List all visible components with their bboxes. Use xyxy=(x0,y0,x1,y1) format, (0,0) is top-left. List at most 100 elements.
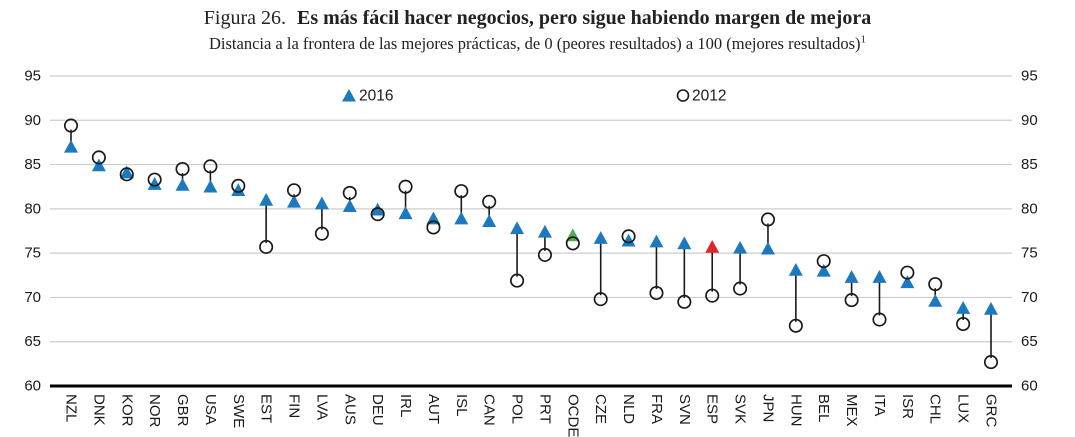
marker-2012-circle xyxy=(593,292,608,307)
marker-2016-triangle xyxy=(398,206,413,220)
marker-2016-triangle xyxy=(175,177,190,191)
figure-number: Figura 26. xyxy=(203,7,286,29)
marker-2012-circle xyxy=(649,285,664,301)
marker-2016-triangle xyxy=(64,139,78,153)
x-tick-label: DEU xyxy=(369,394,386,426)
marker-2012-circle xyxy=(677,294,692,309)
y-tick-label-left: 80 xyxy=(24,200,41,217)
marker-2016-triangle xyxy=(621,233,636,247)
figure-subtitle: Distancia a la frontera de las mejores p… xyxy=(0,34,1075,54)
x-tick-label: AUS xyxy=(341,394,358,425)
x-tick-label: LVA xyxy=(313,394,330,420)
x-tick-label: HUN xyxy=(787,394,804,427)
x-tick-label: ISL xyxy=(453,394,470,417)
figure-subtitle-text: Distancia a la frontera de las mejores p… xyxy=(209,34,861,53)
marker-2012-circle xyxy=(203,159,218,174)
marker-2016-triangle xyxy=(287,194,302,208)
x-tick-label: BEL xyxy=(815,394,832,422)
marker-2016-triangle xyxy=(231,183,246,197)
marker-2012-circle xyxy=(259,239,274,254)
marker-2016-triangle xyxy=(510,221,525,235)
x-tick-label: CZE xyxy=(592,394,609,424)
marker-2012-circle xyxy=(844,293,859,308)
marker-2016-triangle xyxy=(259,193,274,206)
marker-2016-triangle xyxy=(844,270,859,283)
y-tick-label-left: 75 xyxy=(24,245,41,262)
x-tick-label: NOR xyxy=(146,394,163,428)
marker-2012-circle xyxy=(621,229,636,244)
legend-2012-label: 2012 xyxy=(692,88,726,105)
marker-2016-triangle xyxy=(593,231,608,244)
y-tick-label-right: 95 xyxy=(1021,68,1038,85)
marker-2016-triangle xyxy=(900,275,915,289)
marker-2012-circle xyxy=(370,207,385,222)
marker-2016-triangle xyxy=(147,177,162,190)
x-tick-label: OCDE xyxy=(564,394,581,437)
marker-2016-triangle xyxy=(649,234,664,248)
x-tick-label: ITA xyxy=(871,394,888,416)
x-tick-label: GRC xyxy=(983,394,1000,428)
x-tick-label: CHL xyxy=(927,394,944,424)
marker-2012-circle xyxy=(314,226,329,241)
marker-2012-circle xyxy=(286,183,302,198)
marker-2012-circle xyxy=(733,281,748,296)
marker-2012-circle xyxy=(956,316,971,332)
x-tick-label: ISR xyxy=(899,394,916,419)
legend-2016-marker-icon xyxy=(342,89,356,102)
marker-2016-triangle xyxy=(203,179,218,193)
marker-2012-circle xyxy=(872,312,887,327)
marker-2012-circle xyxy=(705,288,720,303)
marker-2012-circle xyxy=(398,179,413,194)
marker-2016-triangle xyxy=(314,196,329,210)
x-tick-label: SVK xyxy=(732,394,749,424)
figure-title: Figura 26. Es más fácil hacer negocios, … xyxy=(0,6,1075,30)
y-tick-label-left: 60 xyxy=(24,378,41,395)
marker-2016-triangle xyxy=(928,293,943,307)
x-tick-label: EST xyxy=(258,394,275,423)
marker-2016-triangle xyxy=(91,158,106,172)
marker-2012-circle xyxy=(816,254,831,269)
marker-2012-circle xyxy=(565,236,580,251)
legend-2012-marker-icon xyxy=(676,89,690,102)
marker-2016-triangle xyxy=(370,202,385,216)
figure-title-text: Es más fácil hacer negocios, pero sigue … xyxy=(297,7,872,29)
y-tick-label-left: 85 xyxy=(24,156,41,173)
x-tick-label: AUT xyxy=(425,394,442,424)
marker-2016-triangle xyxy=(454,211,469,225)
marker-2012-circle xyxy=(788,318,803,333)
marker-2016-triangle xyxy=(816,263,831,277)
marker-2016-triangle xyxy=(872,270,887,283)
marker-2016-triangle xyxy=(119,165,134,179)
x-tick-label: JPN xyxy=(759,394,776,422)
footnote-marker: 1 xyxy=(860,33,867,46)
x-tick-label: KOR xyxy=(118,394,135,427)
marker-2016-triangle xyxy=(342,199,357,212)
marker-2016-triangle xyxy=(984,301,998,315)
x-tick-label: LUX xyxy=(955,394,972,423)
y-tick-label-right: 70 xyxy=(1021,289,1038,306)
x-tick-label: FRA xyxy=(648,394,665,424)
legend-2016-label: 2016 xyxy=(359,88,393,105)
marker-2012-circle xyxy=(482,194,497,209)
x-tick-label: GBR xyxy=(174,394,191,427)
y-tick-label-right: 80 xyxy=(1021,200,1038,217)
x-tick-label: POL xyxy=(509,394,526,424)
marker-2012-circle xyxy=(454,184,469,199)
marker-2016-triangle xyxy=(482,214,497,228)
marker-2012-circle xyxy=(537,247,552,262)
marker-2012-circle xyxy=(231,178,246,193)
y-tick-label-right: 75 xyxy=(1021,245,1038,262)
marker-2016-triangle xyxy=(760,241,775,255)
marker-2012-circle xyxy=(63,118,79,133)
y-tick-label-left: 95 xyxy=(24,68,41,85)
marker-2012-circle xyxy=(510,273,525,288)
x-tick-label: SVN xyxy=(676,394,693,425)
marker-2012-circle xyxy=(983,355,999,370)
y-tick-label-left: 65 xyxy=(24,333,41,350)
y-tick-label-right: 60 xyxy=(1021,378,1038,395)
x-tick-label: IRL xyxy=(397,394,414,417)
x-tick-label: NLD xyxy=(620,394,637,424)
marker-2012-circle xyxy=(91,150,106,165)
